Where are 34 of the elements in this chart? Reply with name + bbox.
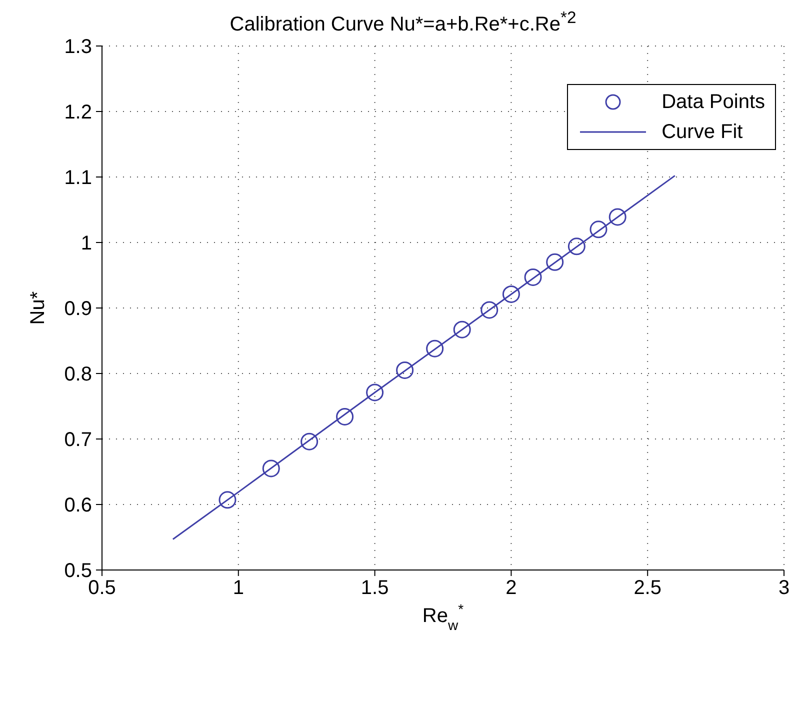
x-tick-label: 1 [232,577,244,600]
x-tick-label: 1.5 [360,577,389,600]
chart-title: Calibration Curve Nu*=a+b.Re*+c.Re$^{*2}$ [228,8,578,36]
point [262,460,280,478]
x-tick-label: 2 [506,577,517,600]
y-tick-label: 0.8 [64,364,92,386]
y-tick-label: 1 [80,232,92,255]
point [453,320,471,338]
point [546,253,564,271]
y-tick-label: 1.1 [64,167,92,190]
point [396,361,414,379]
point [426,340,444,358]
point [366,384,384,402]
x-tick-label: 2.5 [634,577,662,600]
legend-label: Curve Fit [662,120,743,144]
point [300,432,318,450]
y-axis-title: Nu* [27,291,49,325]
y-tick-label: 0.6 [64,494,92,517]
y-tick-label: 1.3 [64,36,92,58]
y-tick-label: 0.9 [64,298,92,320]
point [568,238,586,256]
line-series [172,174,676,540]
legend-label: Data Points [662,90,765,114]
y-tick-label: 1.2 [64,102,92,124]
point [502,285,520,303]
x-tick-label: 3 [778,577,790,600]
y-tick-label: 0.7 [64,429,92,452]
x-tick-label: 0.5 [88,577,116,600]
point [608,208,626,226]
point [336,408,354,426]
point [218,491,236,509]
point [480,301,498,319]
point [524,268,542,286]
point [590,220,608,238]
